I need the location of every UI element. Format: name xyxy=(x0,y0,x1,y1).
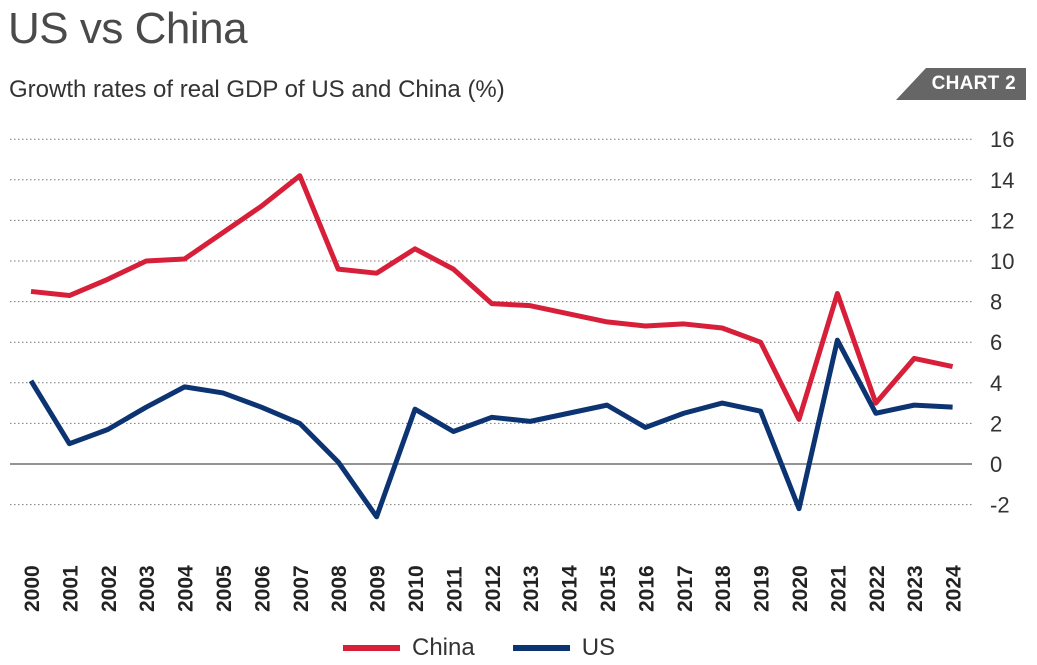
x-tick-label: 2017 xyxy=(674,565,697,612)
badge-shape xyxy=(896,68,1026,100)
x-tick-label: 2010 xyxy=(405,565,428,612)
chart-subtitle: Growth rates of real GDP of US and China… xyxy=(9,76,505,103)
x-tick-label: 2007 xyxy=(290,565,313,612)
x-tick-labels: 2000 2001 2002 2003 2004 2005 2006 2007 2008 2009… xyxy=(21,565,966,612)
x-tick-label: 2000 xyxy=(21,565,44,612)
x-tick-label: 2005 xyxy=(213,565,236,612)
y-tick-label: 8 xyxy=(990,290,1002,315)
chart-number-badge: CHART 2 xyxy=(896,68,1026,100)
legend-swatch-china xyxy=(343,645,400,651)
chart-legend: China US xyxy=(343,631,653,665)
x-tick-label: 2008 xyxy=(328,565,351,612)
legend-label-china: China xyxy=(412,634,475,661)
x-tick-label: 2022 xyxy=(866,565,889,612)
x-tick-label: 2011 xyxy=(443,566,466,612)
x-tick-label: 2014 xyxy=(559,565,582,612)
x-tick-label: 2020 xyxy=(789,565,812,612)
x-tick-label: 2004 xyxy=(175,565,198,612)
legend-item-us: US xyxy=(512,634,616,662)
x-tick-label: 2021 xyxy=(827,565,850,612)
x-tick-label: 2002 xyxy=(98,565,121,612)
x-tick-label: 2013 xyxy=(520,565,543,612)
legend-label-us: US xyxy=(581,634,616,661)
series-layer xyxy=(28,173,954,520)
series-line-china xyxy=(30,173,954,422)
x-tick-label: 2006 xyxy=(251,565,274,612)
series-line-us xyxy=(28,337,953,520)
x-tick-label: 2012 xyxy=(482,565,505,612)
chart-number-label: CHART 2 xyxy=(931,73,1016,94)
y-tick-label: 6 xyxy=(990,330,1002,355)
y-tick-label: 10 xyxy=(990,249,1014,274)
x-tick-label: 2023 xyxy=(904,565,927,612)
y-tick-label: 2 xyxy=(990,411,1002,436)
legend-item-china: China xyxy=(343,634,475,662)
y-tick-label: -2 xyxy=(990,493,1010,518)
x-tick-label: 2003 xyxy=(136,565,159,612)
x-tick-label: 2009 xyxy=(367,565,390,612)
page-title: US vs China xyxy=(8,4,248,53)
x-tick-label: 2019 xyxy=(751,565,774,612)
x-tick-label: 2015 xyxy=(597,565,620,612)
y-tick-label: 14 xyxy=(990,168,1014,193)
y-tick-labels: -2 0 2 4 6 8 10 12 14 16 xyxy=(990,127,1014,517)
y-tick-label: 16 xyxy=(990,127,1014,152)
x-tick-label: 2001 xyxy=(59,565,82,612)
legend-swatch-us xyxy=(512,645,570,651)
x-tick-label: 2016 xyxy=(635,565,658,612)
x-tick-label: 2024 xyxy=(943,565,966,612)
y-tick-label: 0 xyxy=(990,452,1002,477)
y-tick-label: 4 xyxy=(990,371,1002,396)
y-tick-label: 12 xyxy=(990,208,1014,233)
x-tick-label: 2018 xyxy=(712,565,735,612)
